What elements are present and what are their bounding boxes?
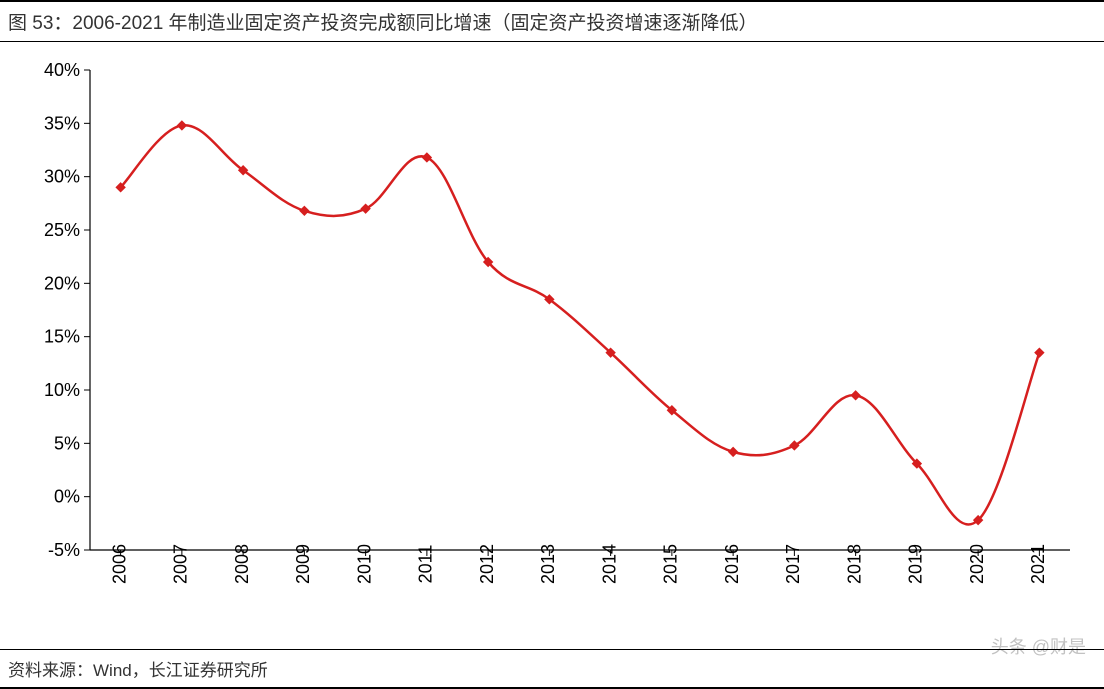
y-tick-label: 20% bbox=[44, 273, 80, 293]
y-tick-label: 15% bbox=[44, 327, 80, 347]
y-tick-label: 30% bbox=[44, 167, 80, 187]
source-bar: 资料来源：Wind，长江证券研究所 bbox=[0, 649, 1104, 689]
y-tick-label: 0% bbox=[54, 487, 80, 507]
data-marker bbox=[729, 447, 738, 456]
data-marker bbox=[1035, 348, 1044, 357]
data-marker bbox=[300, 206, 309, 215]
chart-title-bar: 图 53：2006-2021 年制造业固定资产投资完成额同比增速（固定资产投资增… bbox=[0, 0, 1104, 42]
y-tick-label: 5% bbox=[54, 433, 80, 453]
line-chart-svg: -5%0%5%10%15%20%25%30%35%40%200620072008… bbox=[20, 50, 1084, 620]
y-tick-label: 25% bbox=[44, 220, 80, 240]
data-marker bbox=[851, 391, 860, 400]
chart-title: 图 53：2006-2021 年制造业固定资产投资完成额同比增速（固定资产投资增… bbox=[8, 13, 758, 34]
data-marker bbox=[177, 121, 186, 130]
chart-area: -5%0%5%10%15%20%25%30%35%40%200620072008… bbox=[20, 50, 1084, 620]
y-tick-label: -5% bbox=[48, 540, 80, 560]
data-line bbox=[121, 125, 1040, 524]
y-tick-label: 10% bbox=[44, 380, 80, 400]
y-tick-label: 35% bbox=[44, 113, 80, 133]
source-text: 资料来源：Wind，长江证券研究所 bbox=[8, 661, 268, 680]
y-tick-label: 40% bbox=[44, 60, 80, 80]
